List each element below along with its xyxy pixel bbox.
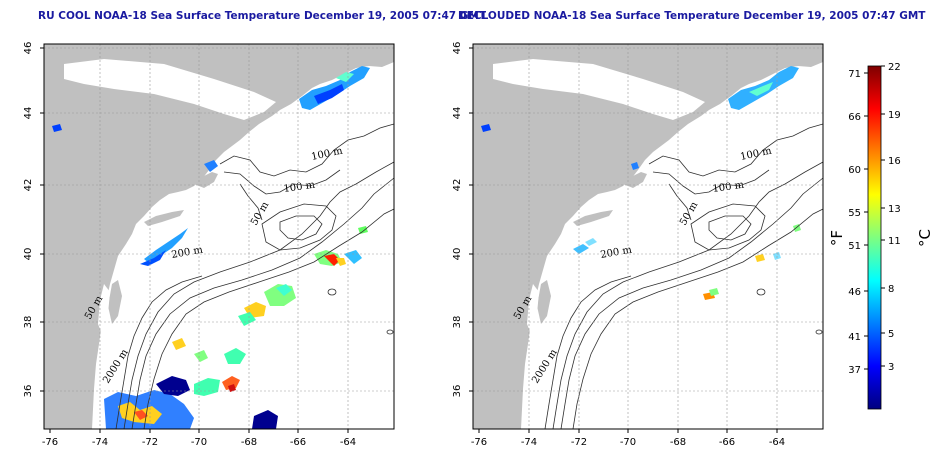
colorbar-c-tick: 16	[888, 156, 901, 167]
x-tick-label: -76	[471, 437, 487, 448]
x-tick-label: -74	[521, 437, 537, 448]
colorbar-f-tick: 41	[848, 332, 861, 343]
colorbar-c-tick: 11	[888, 236, 901, 247]
y-tick-label: 36	[452, 385, 463, 398]
map-grid	[44, 44, 394, 429]
y-tick-label: 42	[452, 179, 463, 192]
colorbar-celsius-label: °C	[916, 229, 934, 247]
y-tick-label: 38	[23, 316, 34, 329]
x-tick-label: -66	[290, 437, 306, 448]
colorbar-f-tick: 60	[848, 165, 861, 176]
contour-label: 100 m	[712, 180, 745, 195]
map-panel-left: 100 m 100 m 50 m 200 m 50 m 2000 m	[23, 42, 395, 448]
y-tick-label: 46	[23, 42, 34, 55]
y-tick-label: 40	[23, 248, 34, 261]
contour-label: 100 m	[283, 180, 316, 195]
colorbar-f-tick: 66	[848, 112, 861, 123]
y-tick-label: 44	[23, 107, 34, 120]
x-tick-label: -68	[670, 437, 686, 448]
colorbar-f-tick: 55	[848, 208, 861, 219]
colorbar-ticks	[864, 65, 885, 370]
map-frame	[472, 43, 824, 430]
colorbar-f-tick: 46	[848, 287, 861, 298]
x-tick-label: -70	[620, 437, 636, 448]
x-tick-label: -64	[340, 437, 356, 448]
colorbar-gradient	[867, 65, 882, 410]
y-tick-label: 42	[23, 179, 34, 192]
colorbar: 71 66 60 55 51 46 41 37 22 19 16 13 11 8…	[828, 62, 934, 410]
x-tick-label: -66	[719, 437, 735, 448]
colorbar-fahrenheit-label: °F	[828, 230, 846, 246]
colorbar-c-tick: 8	[888, 284, 894, 295]
colorbar-f-tick: 71	[848, 69, 861, 80]
y-tick-label: 44	[452, 107, 463, 120]
x-axis	[49, 429, 349, 433]
x-tick-label: -72	[571, 437, 587, 448]
colorbar-c-tick: 3	[888, 362, 894, 373]
y-axis	[40, 47, 44, 392]
colorbar-c-tick: 5	[888, 329, 894, 340]
map-title-left: RU COOL NOAA-18 Sea Surface Temperature …	[38, 10, 486, 22]
colorbar-c-tick: 22	[888, 62, 901, 73]
x-axis	[478, 429, 778, 433]
x-tick-label: -72	[142, 437, 158, 448]
y-tick-label: 36	[23, 385, 34, 398]
y-tick-label: 46	[452, 42, 463, 55]
x-tick-label: -64	[769, 437, 785, 448]
y-axis	[469, 47, 473, 392]
map-grid	[473, 44, 823, 429]
colorbar-c-tick: 13	[888, 204, 901, 215]
map-panel-right: 100 m 100 m 50 m 200 m 50 m 2000 m	[452, 42, 824, 448]
x-tick-label: -68	[241, 437, 257, 448]
colorbar-c-tick: 19	[888, 110, 901, 121]
map-title-right: DECLOUDED NOAA-18 Sea Surface Temperatur…	[458, 10, 926, 22]
map-frame	[43, 43, 395, 430]
y-tick-label: 40	[452, 248, 463, 261]
y-tick-label: 38	[452, 316, 463, 329]
x-tick-label: -70	[191, 437, 207, 448]
colorbar-f-tick: 51	[848, 241, 861, 252]
x-tick-label: -76	[42, 437, 58, 448]
x-tick-label: -74	[92, 437, 108, 448]
colorbar-f-tick: 37	[848, 365, 861, 376]
